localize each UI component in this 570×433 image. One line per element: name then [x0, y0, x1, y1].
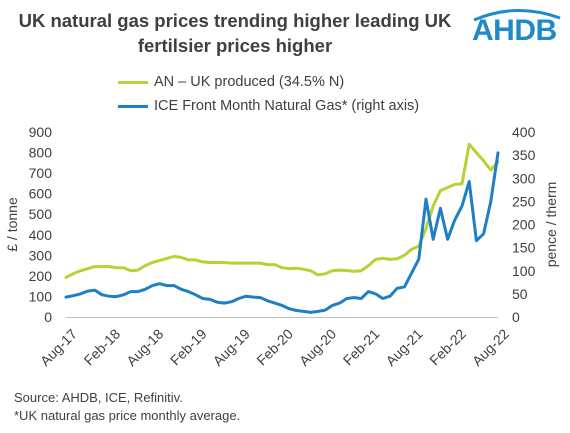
chart-legend: AN – UK produced (34.5% N) ICE Front Mon…: [118, 70, 419, 118]
y-left-tick-label: 0: [44, 309, 52, 325]
y-left-tick-label: 300: [29, 247, 53, 263]
chart-title-line-1: UK natural gas prices trending higher le…: [18, 10, 452, 31]
logo-arc-icon: [473, 9, 561, 22]
x-tick-label: Aug-21: [382, 326, 425, 369]
y-right-tick-label: 300: [512, 170, 536, 186]
series-line-gas: [64, 151, 500, 314]
y-right-axis-title: pence / therm: [543, 182, 559, 268]
y-right-tick-label: 100: [512, 263, 536, 279]
legend-item-an: AN – UK produced (34.5% N): [118, 70, 419, 94]
x-tick-label: Feb-20: [253, 326, 296, 369]
y-left-tick-label: 800: [29, 145, 53, 161]
source-line-2: *UK natural gas price monthly average.: [14, 408, 241, 423]
x-tick-label: Feb-21: [340, 326, 383, 369]
x-tick-label: Aug-19: [210, 326, 253, 369]
x-tick-label: Feb-22: [426, 326, 469, 369]
ahdb-logo: AHDB: [466, 8, 566, 52]
legend-item-gas: ICE Front Month Natural Gas* (right axis…: [118, 94, 419, 118]
chart-source: Source: AHDB, ICE, Refinitiv. *UK natura…: [14, 389, 240, 425]
x-tick-label: Feb-18: [81, 326, 124, 369]
y-left-tick-label: 100: [29, 288, 53, 304]
x-tick-label: Aug-17: [37, 326, 80, 369]
logo-text: AHDB: [472, 14, 557, 47]
legend-swatch-an: [118, 80, 148, 84]
legend-label-an: AN – UK produced (34.5% N): [154, 74, 345, 90]
x-tick-label: Aug-18: [123, 326, 166, 369]
series-line-an: [64, 142, 500, 279]
source-line-1: Source: AHDB, ICE, Refinitiv.: [14, 390, 183, 405]
y-right-tick-label: 150: [512, 240, 536, 256]
y-right-tick-label: 0: [512, 309, 520, 325]
y-left-tick-label: 200: [29, 268, 53, 284]
y-right-tick-label: 350: [512, 147, 536, 163]
y-left-axis-title: £ / tonne: [4, 197, 20, 252]
legend-label-gas: ICE Front Month Natural Gas* (right axis…: [154, 98, 420, 114]
chart-title-line-2: fertilsier prices higher: [137, 35, 333, 56]
y-right-tick-label: 250: [512, 193, 536, 209]
y-left-tick-label: 600: [29, 186, 53, 202]
y-left-tick-label: 400: [29, 227, 53, 243]
x-tick-label: Feb-19: [167, 326, 210, 369]
y-right-tick-label: 400: [512, 124, 536, 140]
y-right-tick-label: 200: [512, 217, 536, 233]
y-right-tick-label: 50: [512, 286, 528, 302]
x-tick-label: Aug-20: [296, 326, 339, 369]
legend-swatch-gas: [118, 104, 148, 108]
y-left-tick-label: 900: [29, 124, 53, 140]
x-tick-label: Aug-22: [469, 326, 512, 369]
chart-title: UK natural gas prices trending higher le…: [0, 8, 470, 58]
y-left-tick-label: 700: [29, 165, 53, 181]
y-left-tick-label: 500: [29, 206, 53, 222]
